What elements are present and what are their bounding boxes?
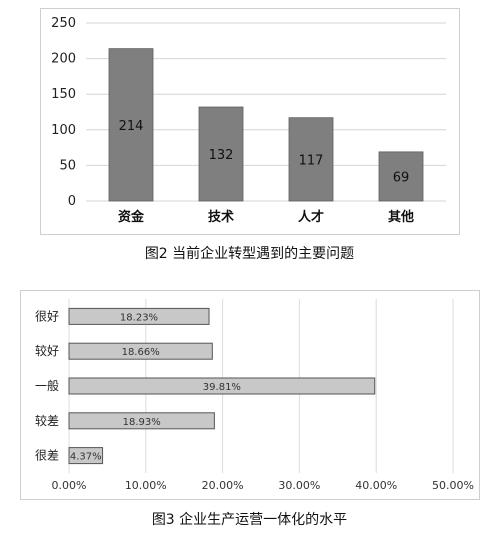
y-category-label: 一般 — [35, 378, 59, 393]
y-tick-label: 150 — [51, 87, 76, 102]
y-category-label: 较好 — [35, 343, 59, 358]
y-category-label: 较差 — [35, 413, 59, 428]
figure-2-plot: 0 50 100 150 200 250 214 资金 132 技术 117 人才 69 其他 — [51, 16, 446, 225]
bar-4 — [378, 151, 424, 202]
hbar-value-label: 39.81% — [203, 382, 241, 393]
bar-value-label: 117 — [299, 153, 324, 168]
figure-2-caption: 图2 当前企业转型遇到的主要问题 — [144, 246, 355, 262]
y-category-label: 很差 — [35, 449, 59, 463]
hbar-3 — [68, 377, 376, 395]
bar-1 — [108, 48, 154, 202]
y-tick-label: 100 — [51, 123, 76, 138]
figure-2-chart: 0 50 100 150 200 250 214 资金 132 技术 117 人才 69 其他 — [40, 8, 460, 235]
figure-3-chart: 0.00% 10.00% 20.00% 30.00% 40.00% 50.00% 18.23… — [20, 290, 480, 500]
hbar-value-label: 18.23% — [120, 312, 158, 323]
bar-value-label: 214 — [119, 119, 144, 134]
y-tick-label: 0 — [68, 194, 76, 209]
bar-value-label: 69 — [393, 170, 410, 185]
x-category-label: 资金 — [118, 209, 145, 225]
hbar-2 — [68, 342, 213, 360]
x-category-label: 其他 — [388, 209, 414, 225]
hbar-5 — [68, 447, 104, 465]
x-tick-label: 20.00% — [202, 479, 244, 492]
x-tick-label: 10.00% — [125, 479, 167, 492]
y-tick-label: 50 — [59, 158, 76, 173]
hbar-value-label: 18.93% — [123, 417, 161, 428]
x-tick-label: 50.00% — [432, 479, 474, 492]
hbar-1 — [68, 307, 210, 325]
figure-3-plot: 0.00% 10.00% 20.00% 30.00% 40.00% 50.00% 18.23… — [35, 299, 474, 492]
y-tick-label: 200 — [51, 52, 76, 67]
x-tick-label: 30.00% — [278, 479, 320, 492]
bar-value-label: 132 — [209, 148, 234, 163]
x-tick-label: 0.00% — [52, 479, 87, 492]
hbar-value-label: 4.37% — [70, 452, 102, 463]
figure-3-caption: 图3 企业生产运营一体化的水平 — [151, 512, 348, 528]
bar-3 — [288, 117, 334, 202]
hbar-value-label: 18.66% — [122, 347, 160, 358]
x-tick-label: 40.00% — [355, 479, 397, 492]
bar-2 — [198, 106, 244, 202]
x-category-label: 人才 — [298, 209, 324, 225]
y-tick-label: 250 — [51, 16, 76, 31]
hbar-4 — [68, 412, 215, 430]
y-category-label: 很好 — [35, 309, 59, 323]
x-category-label: 技术 — [208, 209, 234, 225]
